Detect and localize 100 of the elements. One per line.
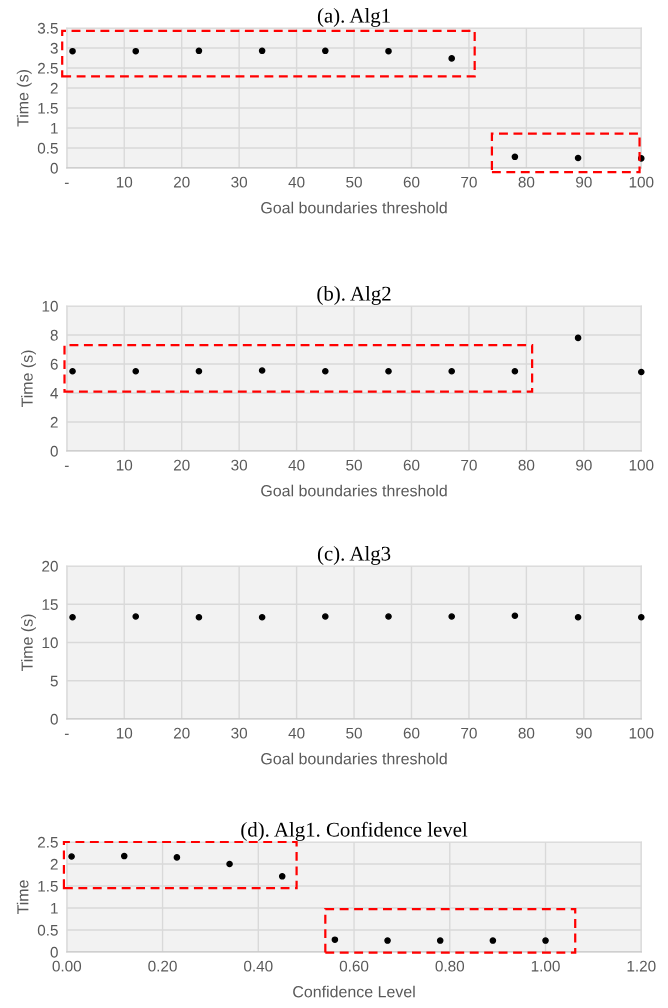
y-axis-title: Time [16, 880, 29, 915]
x-tick-label: 80 [518, 459, 535, 471]
x-tick-label: 90 [576, 727, 592, 739]
y-tick-label: 0 [50, 445, 58, 457]
x-tick-label: 70 [461, 459, 477, 471]
x-tick-label: 0.60 [339, 960, 369, 972]
point [574, 154, 582, 162]
x-tick-label: 80 [518, 176, 535, 188]
x-tick-label: 40 [288, 727, 305, 739]
y-tick-label: 3.5 [37, 22, 58, 34]
point [120, 852, 128, 860]
point [322, 47, 329, 55]
y-tick-label: 0 [50, 713, 58, 725]
point [226, 860, 233, 868]
y-axis-title: Time (s) [21, 350, 36, 408]
x-tick-label: 60 [403, 459, 420, 471]
x-tick-label: - [64, 733, 69, 735]
point [637, 368, 645, 376]
y-tick-label: 4 [50, 388, 59, 399]
y-axis-title: Time (s) [16, 70, 32, 127]
x-tick-label: 1.20 [627, 960, 656, 972]
y-tick-label: 5 [50, 675, 58, 687]
chart-title: (b). Alg2 [317, 285, 391, 305]
x-tick-label: 40 [288, 459, 305, 471]
x-tick-label: 90 [576, 459, 592, 471]
point [69, 47, 76, 55]
x-tick-label: 0.40 [244, 960, 273, 972]
point [436, 937, 444, 944]
x-tick-label: 100 [629, 459, 654, 471]
x-tick-label: 30 [231, 176, 248, 188]
point [173, 854, 181, 861]
point [331, 936, 339, 943]
point [132, 47, 140, 55]
x-tick-label: 10 [116, 176, 133, 188]
x-tick-label: 0.00 [52, 960, 82, 972]
point [258, 367, 266, 374]
y-tick-label: 10 [42, 637, 58, 649]
point [542, 937, 549, 944]
x-tick-label: 70 [461, 176, 477, 188]
point [511, 367, 519, 375]
y-tick-label: 10 [42, 300, 58, 312]
x-tick-label: 100 [629, 176, 654, 188]
point [68, 853, 75, 860]
x-tick-label: - [64, 182, 69, 184]
x-tick-label: 40 [288, 176, 305, 188]
y-tick-label: 15 [42, 599, 58, 610]
x-axis-title: Goal boundaries threshold [261, 201, 447, 214]
x-tick-label: 90 [576, 176, 592, 188]
point [384, 937, 391, 944]
y-tick-label: 1.5 [38, 881, 58, 892]
x-tick-label: 30 [231, 459, 248, 471]
x-tick-label: 1.00 [531, 960, 560, 972]
y-tick-label: 1 [51, 903, 58, 914]
x-axis-title: Goal boundaries threshold [261, 752, 447, 765]
x-tick-label: 20 [173, 176, 190, 188]
y-tick-label: 1 [51, 123, 58, 134]
x-tick-label: 50 [346, 176, 362, 188]
y-tick-label: 6 [50, 358, 58, 370]
point [195, 367, 203, 375]
point [448, 55, 455, 62]
y-tick-label: 0.5 [37, 142, 58, 154]
y-tick-label: 20 [42, 560, 58, 572]
point [489, 937, 497, 944]
x-tick-label: 30 [231, 727, 248, 739]
point [258, 47, 266, 55]
x-tick-label: 20 [173, 727, 190, 739]
x-tick-label: - [64, 465, 69, 467]
x-tick-label: 0.80 [435, 960, 465, 972]
point [132, 367, 140, 375]
point [385, 47, 392, 55]
x-tick-label: 50 [346, 459, 362, 471]
point [195, 47, 203, 55]
point [69, 367, 76, 375]
y-tick-label: 2.5 [38, 62, 58, 74]
x-tick-label: 60 [403, 176, 420, 188]
y-axis-title: Time (s) [21, 614, 36, 672]
y-tick-label: 2 [50, 858, 58, 870]
x-tick-label: 60 [403, 727, 420, 739]
y-tick-label: 2.5 [38, 836, 58, 848]
x-tick-label: 70 [461, 727, 477, 739]
x-tick-label: 0.20 [148, 960, 177, 972]
y-tick-label: 8 [50, 329, 58, 341]
point [322, 367, 329, 375]
y-tick-label: 0.5 [37, 924, 58, 936]
x-tick-label: 10 [116, 727, 133, 739]
y-tick-label: 0 [50, 162, 58, 174]
chart-title: (a). Alg1 [317, 7, 390, 27]
y-tick-label: 2 [50, 416, 58, 428]
point [448, 367, 455, 375]
point [385, 367, 392, 375]
y-tick-label: 1.5 [38, 103, 58, 114]
x-tick-label: 80 [518, 727, 535, 739]
y-tick-label: 2 [50, 82, 58, 94]
point [574, 334, 582, 342]
x-axis-title: Confidence Level [293, 985, 415, 998]
chart-title: (d). Alg1. Confidence level [241, 821, 468, 841]
y-tick-label: 0 [50, 946, 58, 958]
x-tick-label: 20 [173, 459, 190, 471]
x-axis-title: Goal boundaries threshold [261, 484, 447, 497]
point [511, 153, 519, 161]
